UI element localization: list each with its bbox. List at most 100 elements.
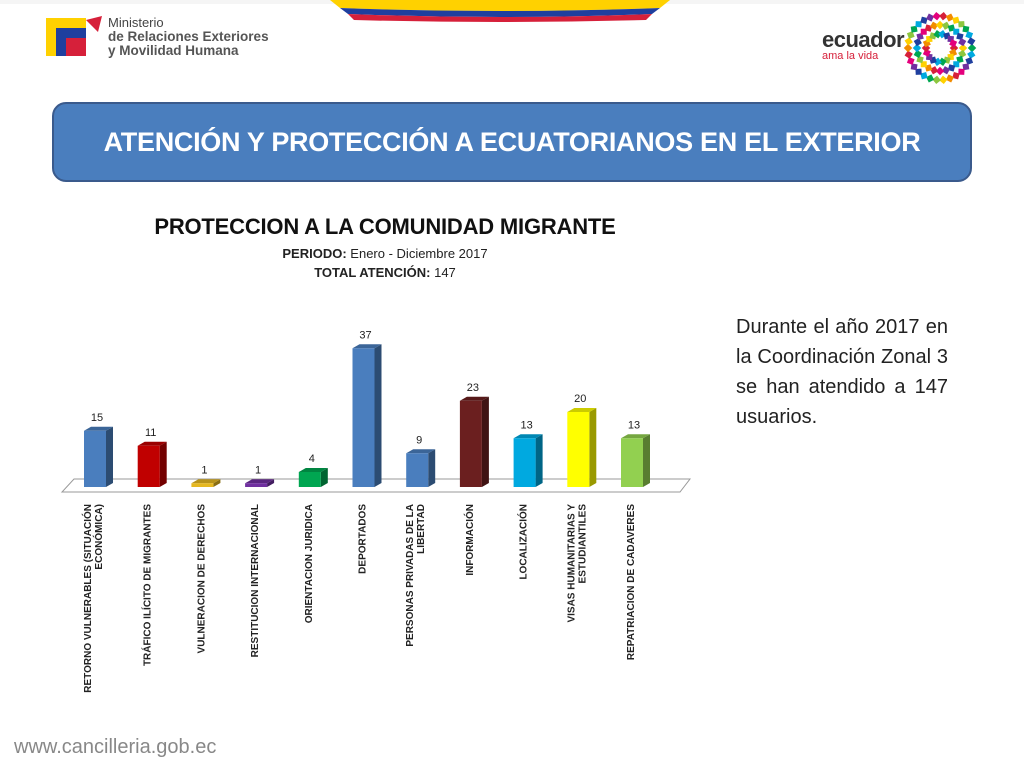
bar-top [513, 434, 543, 439]
bar-front [298, 472, 321, 487]
bar-side [589, 408, 597, 487]
sun-tile [962, 25, 970, 33]
sun-tile [926, 13, 935, 22]
sun-tile [967, 37, 976, 46]
bar-top [298, 468, 328, 472]
bar-side [535, 434, 543, 487]
sun-tile [910, 63, 918, 71]
bar [84, 426, 113, 487]
sun-tile [932, 75, 941, 85]
ministry-logo-icon [46, 16, 102, 56]
bar-front [513, 438, 536, 487]
chart-subtitle-total: TOTAL ATENCIÓN: 147 [60, 265, 710, 280]
bar [352, 344, 382, 487]
bar [298, 468, 328, 487]
sun-tile [953, 28, 960, 35]
sun-tile [920, 72, 928, 80]
total-value: 147 [430, 265, 456, 280]
bar-front [245, 483, 268, 487]
brand-word: ecuador [822, 27, 905, 52]
bar-side [159, 441, 167, 487]
bar [406, 449, 436, 487]
bar-side [267, 479, 275, 487]
bar-front [191, 483, 214, 487]
bar-front [84, 430, 106, 487]
bar [191, 479, 221, 487]
bar-side [320, 468, 328, 487]
bar-side [213, 479, 221, 487]
data-label: 9 [416, 434, 422, 446]
sun-tile [915, 21, 922, 28]
sun-tile [958, 68, 965, 75]
sun-tile [929, 66, 939, 75]
sun-tile [941, 21, 951, 30]
bar [245, 479, 275, 487]
sun-tile [939, 11, 948, 21]
sun-tile [929, 21, 939, 30]
sun-tile [910, 25, 918, 33]
sun-tile [920, 61, 927, 68]
bar-front [352, 348, 375, 487]
category-label: DEPORTADOS [358, 504, 369, 574]
brand-tagline: ama la vida [822, 50, 879, 62]
ecuador-brand: ecuador ama la vida [822, 27, 905, 63]
category-label: TRÁFICO ILÍCITO DE MIGRANTES [141, 504, 154, 666]
sun-tile [939, 75, 948, 85]
category-label: LOCALIZACIÓN [517, 504, 530, 580]
bar [567, 408, 597, 487]
sun-tile [958, 49, 967, 59]
sun-tile [933, 30, 942, 39]
data-label: 11 [145, 427, 156, 439]
bar-top [567, 408, 597, 412]
sun-tile [965, 31, 974, 39]
bar-side [106, 426, 113, 487]
data-label: 37 [359, 329, 371, 341]
sun-tile [945, 74, 954, 83]
data-label: 15 [91, 412, 103, 424]
category-label: INFORMACIÓN [463, 504, 476, 576]
sun-tile [962, 63, 970, 71]
sun-tile [915, 68, 922, 75]
category-label: VISAS HUMANITARIAS YESTUDIANTILES [566, 504, 588, 623]
category-label: RESTITUCION INTERNACIONAL [250, 504, 261, 657]
data-label: 13 [628, 419, 640, 431]
bar-top [84, 426, 113, 431]
sun-tile [920, 16, 928, 24]
bar-front [459, 400, 482, 487]
bar-top [459, 396, 489, 401]
bar-side [643, 434, 650, 487]
ministry-line-3: y Movilidad Humana [108, 43, 239, 58]
sun-tile [949, 39, 958, 48]
category-label: RETORNO VULNERABLES (SITUACIÓNECONÓMICA) [81, 504, 105, 693]
bar [459, 396, 489, 487]
data-label: 1 [201, 464, 207, 476]
bar-side [428, 449, 436, 487]
bar-side [481, 396, 489, 487]
category-label: PERSONAS PRIVADAS DE LALIBERTAD [405, 504, 427, 647]
bar-top [137, 441, 167, 446]
data-label: 13 [520, 419, 532, 431]
footer-url[interactable]: www.cancilleria.gob.ec [14, 736, 217, 758]
chart-subtitle-period: PERIODO: Enero - Diciembre 2017 [60, 246, 710, 261]
bar-top [245, 479, 275, 484]
bar-top [621, 434, 650, 439]
sun-tile [904, 37, 913, 46]
period-value: Enero - Diciembre 2017 [346, 246, 488, 261]
chart-title: PROTECCION A LA COMUNIDAD MIGRANTE [154, 214, 616, 239]
flag-stripe [330, 0, 670, 22]
ministry-line-2: de Relaciones Exteriores [108, 29, 269, 44]
sun-tile [965, 57, 974, 65]
data-label: 4 [309, 453, 315, 465]
bar [621, 434, 650, 487]
sun-tile [958, 21, 965, 28]
bar [513, 434, 543, 487]
data-label: 20 [574, 393, 586, 405]
bar-top [191, 479, 221, 484]
bar-front [621, 438, 643, 487]
sun-tile [945, 13, 954, 22]
data-label: 1 [255, 464, 261, 476]
bar-front [406, 453, 429, 487]
bar-front [567, 412, 590, 487]
sun-tile [913, 37, 922, 47]
title-banner: ATENCIÓN Y PROTECCIÓN A ECUATORIANOS EN … [52, 102, 972, 182]
